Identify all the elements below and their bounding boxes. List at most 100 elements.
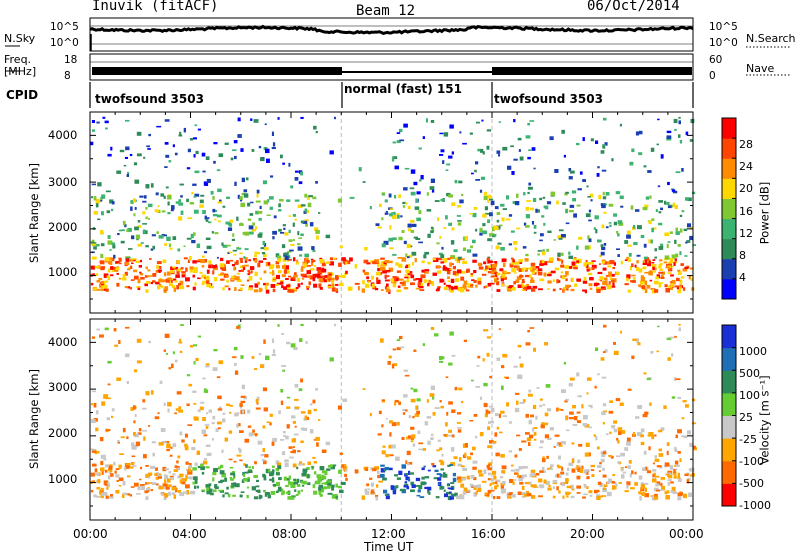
data-cell [272,288,276,293]
data-cell [381,217,384,221]
data-cell [494,485,498,490]
data-cell [554,267,560,271]
data-cell [342,398,347,402]
data-cell [626,484,629,489]
data-cell [367,280,371,282]
data-cell [229,404,233,407]
data-cell [582,179,586,182]
data-cell [189,269,193,273]
data-cell [599,255,602,258]
data-cell [199,199,204,204]
data-cell [238,326,241,331]
data-cell [137,432,142,435]
data-cell [653,472,656,476]
data-cell [376,484,379,488]
data-cell [354,264,357,269]
data-cell [136,338,142,343]
data-cell [250,270,253,274]
data-cell [248,466,252,469]
data-cell [243,463,246,466]
data-cell [530,277,534,281]
data-cell [526,493,532,497]
data-cell [107,483,111,488]
data-cell [324,275,329,278]
data-cell [280,281,284,285]
data-cell [577,467,581,472]
data-cell [525,253,529,257]
data-cell [330,465,335,470]
data-cell [673,262,676,266]
data-cell [481,480,487,483]
data-cell [595,140,599,144]
data-cell [505,376,509,379]
data-cell [297,283,301,288]
data-cell [669,231,673,234]
data-cell [508,421,513,424]
data-cell [255,200,261,203]
data-cell [169,485,175,488]
data-cell [439,356,443,361]
data-cell [284,462,289,468]
velocity-ytick-1000: 1000 [48,472,78,486]
data-cell [99,283,102,288]
data-cell [514,265,519,268]
colorbar-cell [722,218,736,240]
data-cell [593,489,598,494]
data-cell [487,199,490,203]
data-cell [196,485,199,489]
data-cell [171,363,174,368]
data-cell [666,135,672,139]
data-cell [482,230,488,235]
data-cell [238,423,241,427]
data-cell [239,430,244,433]
data-cell [284,269,290,272]
data-cell [333,494,338,496]
data-cell [450,263,454,265]
data-cell [332,464,337,467]
data-cell [140,484,145,487]
data-cell [271,272,275,276]
data-cell [104,483,108,486]
data-cell [602,196,607,200]
data-cell [201,429,206,434]
data-cell [546,248,549,252]
data-cell [622,471,627,474]
data-cell [213,489,217,492]
data-cell [569,411,574,415]
data-cell [410,219,415,223]
data-cell [321,470,326,474]
data-cell [496,150,501,154]
data-cell [596,288,601,293]
data-cell [686,479,690,484]
data-cell [572,265,578,269]
data-cell [387,361,391,365]
data-cell [265,289,270,294]
data-cell [210,285,214,289]
data-cell [652,270,656,273]
data-cell [602,467,605,471]
data-cell [571,190,577,194]
data-cell [648,434,653,437]
data-cell [258,494,262,500]
data-cell [630,205,634,210]
data-cell [454,179,458,184]
data-cell [588,426,592,429]
data-cell [257,440,263,445]
data-cell [451,151,454,155]
data-cell [502,146,508,151]
freq-bar-1 [92,67,342,75]
data-cell [168,280,172,285]
data-cell [145,245,149,248]
data-cell [255,399,259,403]
data-cell [293,482,298,485]
data-cell [193,267,198,271]
data-cell [582,289,586,292]
data-cell [380,464,385,467]
data-cell [688,492,692,497]
data-cell [654,458,660,462]
data-cell [657,185,661,188]
data-cell [303,263,307,268]
data-cell [277,465,282,470]
data-cell [495,273,498,278]
data-cell [311,259,314,263]
